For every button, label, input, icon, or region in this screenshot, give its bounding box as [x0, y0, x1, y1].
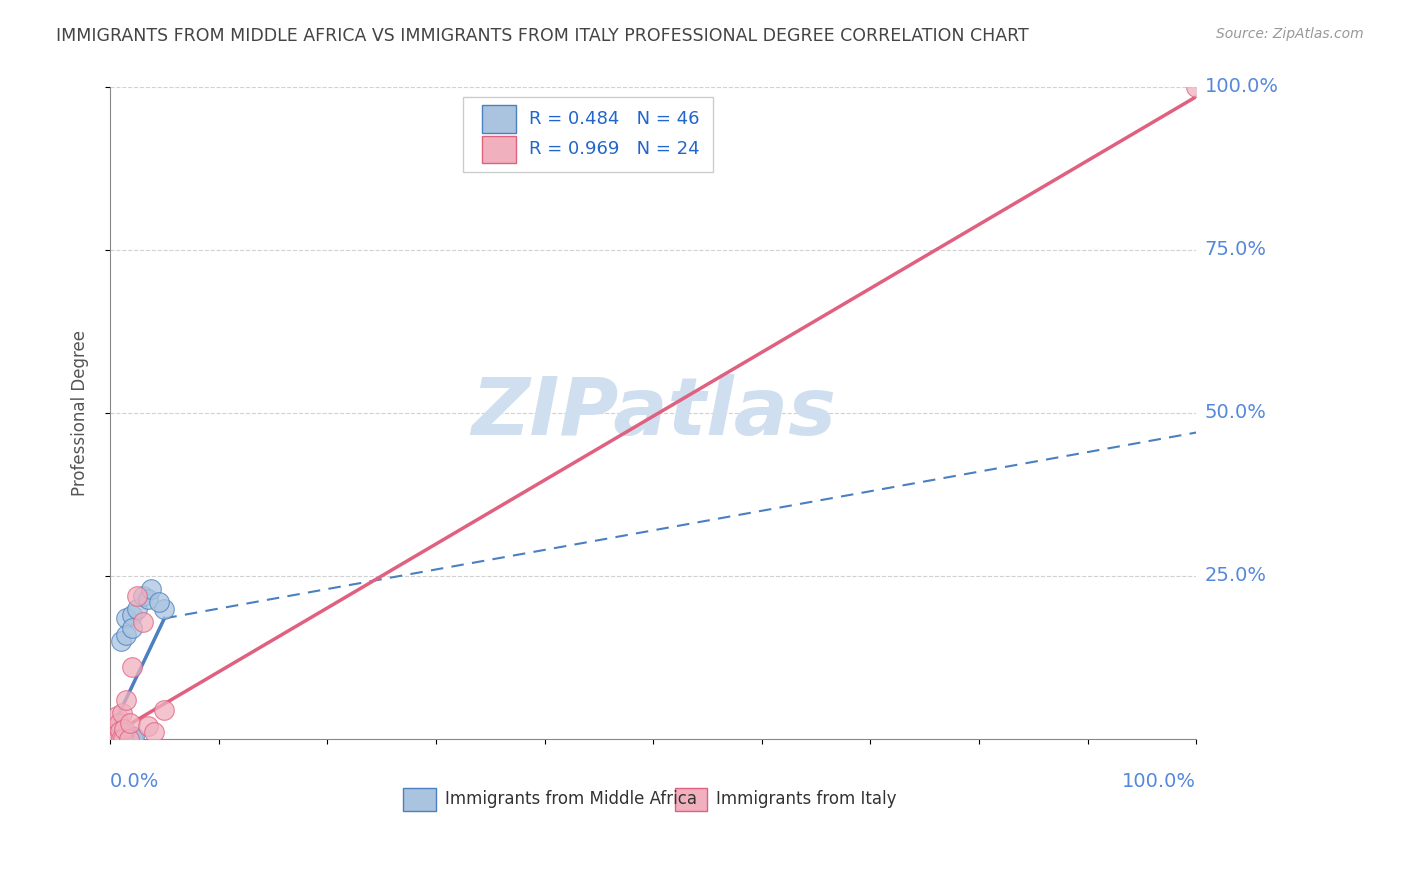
Point — [105, 731, 128, 746]
Point — [115, 611, 138, 625]
Point — [118, 731, 141, 745]
Text: 50.0%: 50.0% — [1205, 403, 1267, 423]
FancyBboxPatch shape — [481, 136, 516, 163]
Text: 100.0%: 100.0% — [1205, 78, 1278, 96]
Text: 75.0%: 75.0% — [1205, 241, 1267, 260]
Point — [110, 634, 132, 648]
Point — [120, 731, 142, 746]
Point — [112, 727, 135, 741]
FancyBboxPatch shape — [675, 788, 707, 811]
Text: Immigrants from Middle Africa: Immigrants from Middle Africa — [444, 790, 696, 808]
Point — [122, 730, 145, 744]
Point — [131, 589, 153, 603]
Point — [117, 731, 139, 746]
Point — [115, 731, 138, 746]
Point — [103, 725, 125, 739]
Point — [110, 731, 132, 746]
Y-axis label: Professional Degree: Professional Degree — [72, 330, 89, 496]
Point — [107, 715, 129, 730]
Point — [112, 731, 135, 746]
Point — [111, 706, 134, 720]
Point — [104, 731, 127, 746]
Point — [111, 731, 134, 746]
Point — [105, 730, 128, 744]
Point — [103, 730, 125, 744]
Point — [122, 731, 145, 746]
Point — [148, 595, 170, 609]
Point — [107, 723, 129, 737]
Point — [115, 628, 138, 642]
Point — [127, 601, 149, 615]
Text: ZIPatlas: ZIPatlas — [471, 374, 835, 452]
Point — [142, 725, 165, 739]
Point — [107, 731, 129, 746]
Point — [104, 727, 127, 741]
Point — [114, 730, 136, 744]
Point — [100, 731, 122, 746]
Text: Source: ZipAtlas.com: Source: ZipAtlas.com — [1216, 27, 1364, 41]
Point — [108, 731, 131, 746]
Point — [107, 730, 129, 744]
Point — [141, 582, 163, 596]
Point — [103, 731, 125, 746]
Point — [101, 729, 124, 743]
Point — [127, 589, 149, 603]
Point — [110, 729, 132, 743]
Point — [105, 709, 128, 723]
Point — [112, 723, 135, 737]
Point — [103, 723, 125, 737]
Text: Immigrants from Italy: Immigrants from Italy — [716, 790, 897, 808]
Point — [136, 591, 159, 606]
Text: R = 0.969   N = 24: R = 0.969 N = 24 — [529, 140, 700, 158]
Point — [121, 608, 143, 623]
Point — [100, 731, 122, 746]
Point — [107, 728, 129, 742]
Point — [121, 730, 143, 744]
Text: 100.0%: 100.0% — [1122, 772, 1197, 790]
Point — [112, 731, 135, 746]
Point — [115, 693, 138, 707]
Point — [117, 730, 139, 744]
Point — [103, 731, 125, 746]
Point — [104, 724, 127, 739]
Point — [101, 731, 124, 746]
Point — [103, 731, 125, 746]
Point — [117, 731, 139, 746]
Point — [112, 730, 135, 744]
Point — [153, 601, 176, 615]
Point — [121, 660, 143, 674]
Point — [1185, 79, 1208, 94]
Point — [131, 615, 153, 629]
Point — [136, 719, 159, 733]
Point — [108, 724, 131, 739]
Point — [118, 715, 141, 730]
Point — [107, 731, 129, 746]
Point — [121, 621, 143, 635]
FancyBboxPatch shape — [463, 96, 713, 171]
Text: 0.0%: 0.0% — [110, 772, 159, 790]
Point — [101, 725, 124, 739]
Text: IMMIGRANTS FROM MIDDLE AFRICA VS IMMIGRANTS FROM ITALY PROFESSIONAL DEGREE CORRE: IMMIGRANTS FROM MIDDLE AFRICA VS IMMIGRA… — [56, 27, 1029, 45]
FancyBboxPatch shape — [481, 105, 516, 133]
Text: 25.0%: 25.0% — [1205, 566, 1267, 585]
Point — [110, 731, 132, 746]
Point — [104, 729, 127, 743]
Point — [153, 703, 176, 717]
Point — [103, 727, 125, 741]
Point — [107, 731, 129, 746]
Text: R = 0.484   N = 46: R = 0.484 N = 46 — [529, 110, 700, 128]
FancyBboxPatch shape — [404, 788, 436, 811]
